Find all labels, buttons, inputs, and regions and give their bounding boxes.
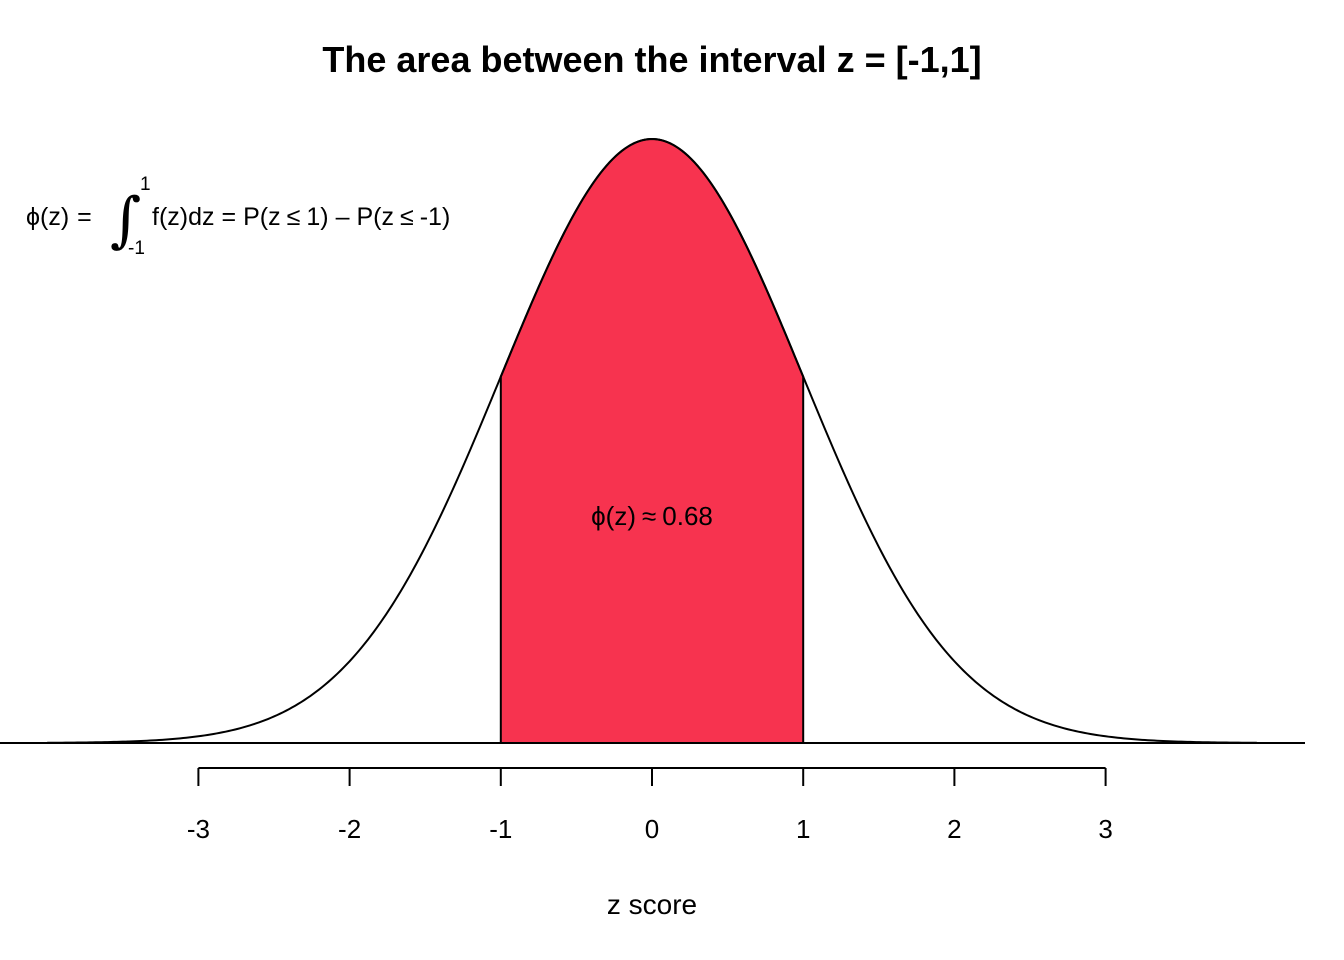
x-axis-ticks: -3 -2 -1 0 1 2 3: [187, 768, 1113, 844]
x-tick-label: 1: [796, 814, 810, 844]
formula-leq-2: ≤: [400, 203, 414, 231]
density-curve-line: [47, 137, 1257, 744]
formula-phi-arg: (z): [40, 203, 69, 231]
x-tick-label: 3: [1098, 814, 1112, 844]
formula-leq-1: ≤: [287, 203, 301, 231]
formula-equals-2: =: [222, 203, 237, 231]
formula-prob1-close: 1): [306, 203, 328, 231]
formula-integrand: f(z)dz: [152, 203, 215, 231]
x-tick-label: 0: [645, 814, 659, 844]
area-phi-arg: (z): [606, 501, 636, 531]
formula-phi-symbol: ϕ: [26, 203, 40, 231]
formula-prob2-close: -1): [420, 203, 451, 231]
area-value: 0.68: [662, 501, 713, 531]
formula-prob2-open: P(z: [356, 203, 394, 231]
formula-upper-limit: 1: [140, 174, 151, 195]
formula-integral-sign: ∫: [110, 185, 141, 255]
area-approx-symbol: ≈: [642, 501, 656, 531]
formula-lhs: ϕ(z) =: [26, 203, 92, 231]
area-value-annotation: ϕ(z) ≈0.68: [591, 501, 713, 531]
area-phi-symbol: ϕ: [591, 501, 606, 531]
x-axis-label: z score: [607, 889, 697, 920]
formula-rhs: f(z)dz = P(z ≤1) – P(z ≤ -1): [152, 203, 450, 231]
formula-equals: =: [77, 203, 92, 231]
x-tick-label: -1: [489, 814, 512, 844]
x-tick-label: 2: [947, 814, 961, 844]
x-tick-label: -3: [187, 814, 210, 844]
shaded-area-region: [499, 137, 805, 744]
formula-prob1-open: P(z: [243, 203, 281, 231]
x-axis: -3 -2 -1 0 1 2 3: [187, 767, 1113, 844]
x-tick-label: -2: [338, 814, 361, 844]
formula-minus: –: [336, 203, 350, 231]
formula-annotation: ϕ(z) = ∫ 1 -1 f(z)dz = P(z ≤1) – P(z ≤ -1): [26, 174, 450, 259]
chart-title: The area between the interval z = [-1,1]: [322, 39, 981, 80]
formula-lower-limit: -1: [128, 238, 145, 259]
